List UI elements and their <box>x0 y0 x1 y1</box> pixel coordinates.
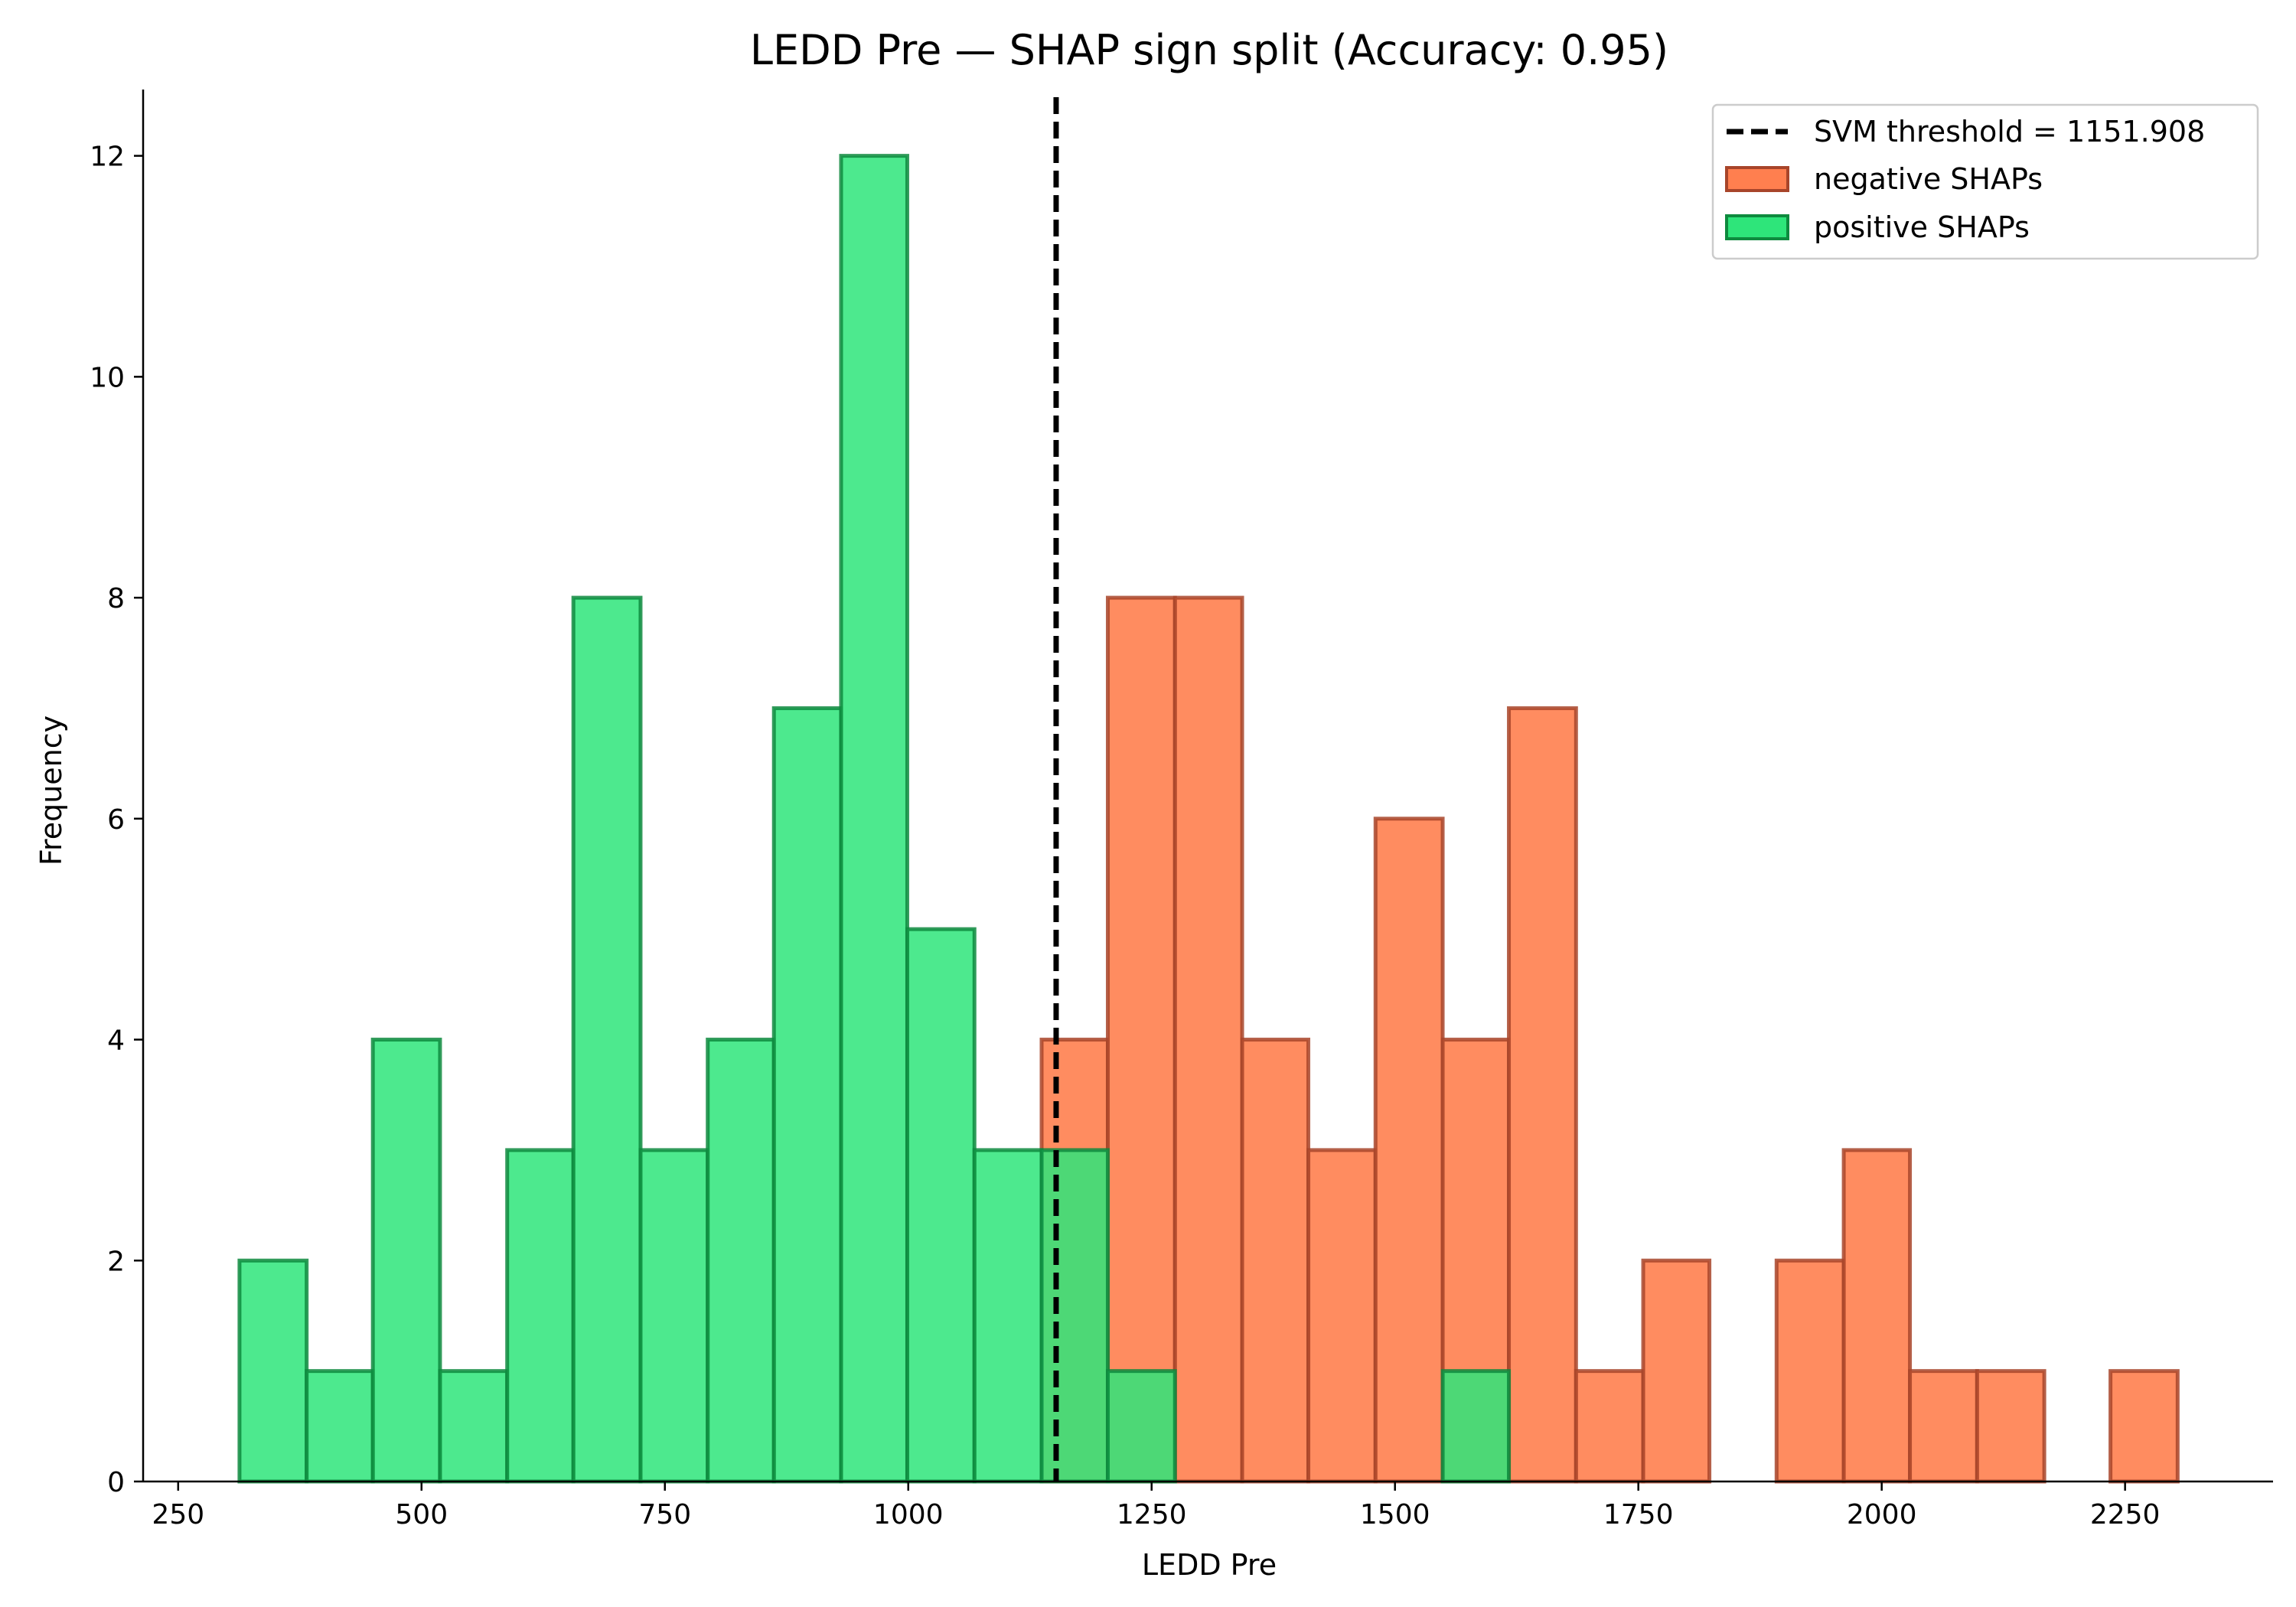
positive-shap-bar <box>370 1038 442 1484</box>
positive-shap-bar <box>1105 1369 1177 1484</box>
y-tick-label: 8 <box>107 583 125 614</box>
negative-shap-bar <box>1240 1038 1311 1484</box>
positive-shap-bar <box>1440 1369 1512 1484</box>
x-tick-label: 750 <box>638 1499 691 1530</box>
chart-title: LEDD Pre — SHAP sign split (Accuracy: 0.… <box>750 26 1668 74</box>
negative-shap-bar <box>2108 1369 2180 1484</box>
x-tick-label: 250 <box>152 1499 204 1530</box>
legend-positive-swatch <box>1725 214 1789 240</box>
positive-shap-bar <box>571 595 643 1484</box>
y-axis-label: Frequency <box>34 715 68 865</box>
legend-negative-swatch <box>1725 166 1789 192</box>
x-tick-label: 500 <box>395 1499 448 1530</box>
x-tick-label: 1500 <box>1360 1499 1430 1530</box>
negative-shap-bar <box>1574 1369 1645 1484</box>
negative-shap-bar <box>1172 595 1244 1484</box>
x-tick-label: 2000 <box>1847 1499 1917 1530</box>
positive-shap-bar <box>505 1148 576 1484</box>
y-tick-label: 10 <box>90 362 125 393</box>
x-tick-label: 1000 <box>873 1499 944 1530</box>
positive-shap-bar <box>972 1148 1044 1484</box>
negative-shap-bar <box>1373 817 1445 1484</box>
positive-shap-bar <box>438 1369 510 1484</box>
positive-shap-bar <box>839 154 909 1484</box>
y-tick-label: 6 <box>107 804 125 836</box>
negative-shap-bar <box>1306 1148 1378 1484</box>
negative-shap-bar <box>1105 595 1177 1484</box>
x-tick-label: 1750 <box>1603 1499 1674 1530</box>
negative-shap-bars <box>1039 595 2180 1484</box>
y-axis-ticks: 0 2 4 6 8 10 12 <box>90 142 143 1498</box>
legend-frame <box>1711 103 2259 260</box>
y-tick-label: 4 <box>107 1025 125 1057</box>
positive-shap-bar <box>905 927 977 1484</box>
y-tick-label: 2 <box>107 1246 125 1277</box>
legend: SVM threshold = 1151.908 negative SHAPs … <box>1711 103 2259 260</box>
x-axis-label: LEDD Pre <box>1142 1548 1277 1582</box>
negative-shap-bar <box>1507 706 1578 1484</box>
x-tick-label: 2250 <box>2090 1499 2161 1530</box>
positive-shap-bar <box>305 1369 375 1484</box>
y-tick-label: 12 <box>90 142 125 173</box>
positive-shap-bar <box>706 1038 776 1484</box>
positive-shap-bar <box>638 1148 710 1484</box>
positive-shap-bar <box>237 1258 309 1484</box>
negative-shap-bar <box>1908 1369 1979 1484</box>
negative-shap-bar <box>1841 1148 1913 1484</box>
legend-threshold-label: SVM threshold = 1151.908 <box>1814 115 2205 148</box>
positive-shap-bars <box>237 154 1512 1484</box>
negative-shap-bar <box>1774 1258 1846 1484</box>
legend-positive-label: positive SHAPs <box>1814 210 2030 244</box>
negative-shap-bar <box>1975 1369 2047 1484</box>
positive-shap-bar <box>771 706 843 1484</box>
positive-shap-bar <box>1039 1148 1110 1484</box>
negative-shap-bar <box>1641 1258 1712 1484</box>
x-tick-label: 1250 <box>1117 1499 1187 1530</box>
legend-negative-label: negative SHAPs <box>1814 162 2043 196</box>
x-axis-ticks: 250 500 750 1000 1250 1500 1750 2000 2250 <box>152 1482 2160 1530</box>
y-tick-label: 0 <box>107 1467 125 1498</box>
